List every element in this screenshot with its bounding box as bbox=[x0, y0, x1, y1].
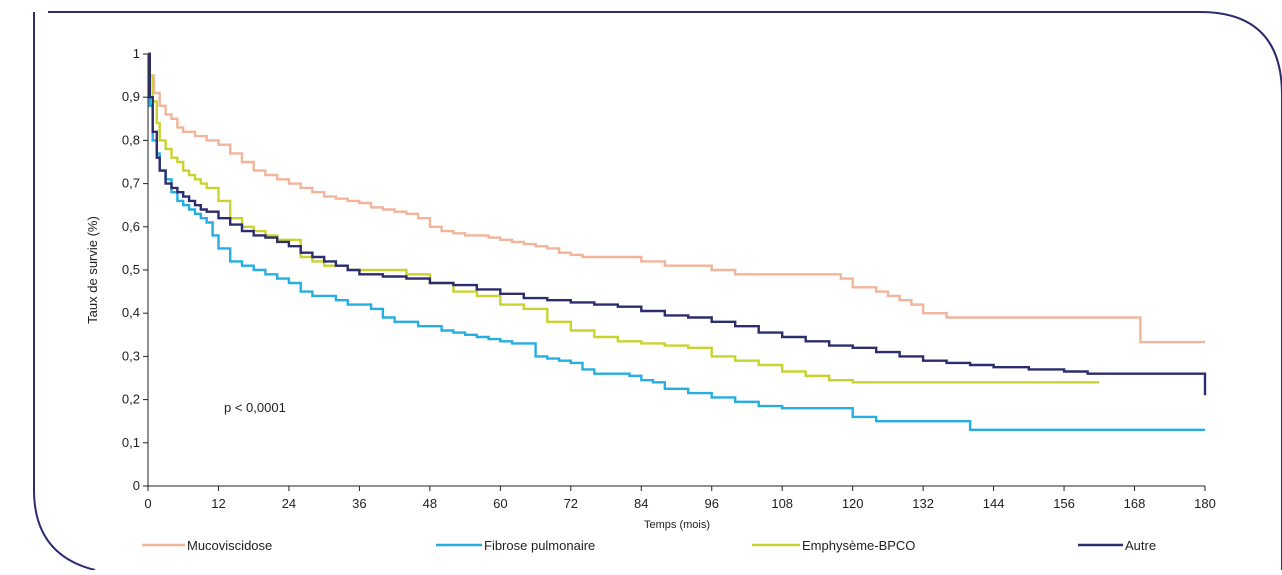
y-tick-label: 0,3 bbox=[122, 348, 140, 363]
x-tick-label: 12 bbox=[211, 496, 225, 511]
legend: Mucoviscidose Fibrose pulmonaire Emphysème… bbox=[142, 538, 1156, 553]
y-tick-label: 0,4 bbox=[122, 305, 140, 320]
x-tick-label: 96 bbox=[704, 496, 718, 511]
x-axis-title: Temps (mois) bbox=[644, 519, 710, 531]
y-tick-label: 1 bbox=[133, 46, 140, 61]
y-axis-title: Taux de survie (%) bbox=[85, 216, 100, 324]
series-line-mucoviscidose bbox=[148, 52, 1205, 344]
x-tick-label: 108 bbox=[771, 496, 793, 511]
series-line-autre bbox=[148, 52, 1207, 396]
x-tick-label: 48 bbox=[423, 496, 437, 511]
legend-label-fibrose-pulmonaire: Fibrose pulmonaire bbox=[484, 538, 595, 553]
x-tick-label: 132 bbox=[912, 496, 934, 511]
legend-label-mucoviscidose: Mucoviscidose bbox=[187, 538, 272, 553]
legend-label-emphys-me-bpco: Emphysème-BPCO bbox=[802, 538, 915, 553]
x-tick-label: 156 bbox=[1053, 496, 1075, 511]
x-tick-label: 72 bbox=[564, 496, 578, 511]
x-tick-label: 144 bbox=[983, 496, 1005, 511]
x-tick-label: 84 bbox=[634, 496, 648, 511]
x-tick-label: 120 bbox=[842, 496, 864, 511]
series-line-fibrose-pulmonaire bbox=[148, 52, 1205, 431]
series-line-emphys-me-bpco bbox=[148, 52, 1100, 384]
p-value-annotation: p < 0,0001 bbox=[224, 400, 286, 415]
y-tick-label: 0,5 bbox=[122, 262, 140, 277]
legend-label-autre: Autre bbox=[1125, 538, 1156, 553]
x-tick-label: 168 bbox=[1124, 496, 1146, 511]
x-tick-label: 24 bbox=[282, 496, 296, 511]
axes: 0 0,1 0,2 0,3 0,4 0,5 0,6 0,7 0,8 0,9 1 0 12 24 36 48 60… bbox=[122, 46, 1216, 511]
y-tick-label: 0,7 bbox=[122, 176, 140, 191]
y-tick-label: 0,8 bbox=[122, 132, 140, 147]
series-lines bbox=[148, 52, 1207, 431]
x-tick-label: 60 bbox=[493, 496, 507, 511]
x-tick-label: 36 bbox=[352, 496, 366, 511]
y-tick-label: 0 bbox=[133, 478, 140, 493]
y-tick-label: 0,2 bbox=[122, 392, 140, 407]
y-tick-label: 0,6 bbox=[122, 219, 140, 234]
y-tick-label: 0,1 bbox=[122, 435, 140, 450]
y-tick-label: 0,9 bbox=[122, 89, 140, 104]
x-tick-label: 180 bbox=[1194, 496, 1216, 511]
x-tick-label: 0 bbox=[144, 496, 151, 511]
